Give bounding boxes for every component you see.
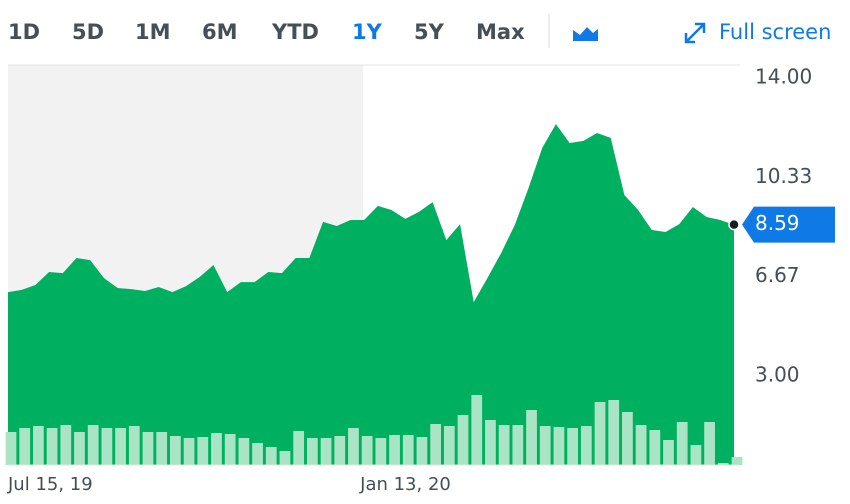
- y-tick-label: 14.00: [755, 65, 812, 89]
- volume-bar: [622, 412, 633, 465]
- full-screen-icon[interactable]: [684, 22, 706, 44]
- volume-bar: [457, 415, 469, 465]
- last-price-dot: [728, 218, 740, 231]
- volume-bar: [74, 432, 85, 465]
- volume-bar: [128, 426, 140, 465]
- y-tick-label: 6.67: [755, 263, 800, 287]
- volume-bar: [5, 432, 17, 465]
- range-tab[interactable]: 5D: [72, 20, 104, 44]
- range-tab[interactable]: Max: [476, 20, 525, 44]
- volume-bar: [238, 438, 250, 465]
- volume-bar: [211, 433, 222, 465]
- volume-bar: [539, 426, 551, 465]
- volume-bar: [19, 428, 31, 465]
- volume-bar: [526, 410, 537, 465]
- range-tab[interactable]: 1D: [8, 20, 40, 44]
- volume-bar: [334, 436, 346, 465]
- volume-bar: [635, 425, 647, 465]
- volume-bar: [512, 425, 524, 465]
- range-tab[interactable]: 6M: [202, 20, 238, 44]
- volume-bar: [33, 426, 44, 465]
- volume-bar: [348, 428, 359, 465]
- volume-bar: [252, 443, 263, 465]
- volume-bar: [704, 422, 715, 465]
- volume-bar: [594, 402, 606, 465]
- range-tab[interactable]: 1M: [135, 20, 171, 44]
- chart-type-icon[interactable]: [573, 27, 598, 41]
- volume-bar: [443, 426, 455, 465]
- volume-bar: [361, 436, 373, 465]
- volume-bar: [498, 425, 510, 465]
- x-tick-label: Jan 13, 20: [359, 474, 451, 495]
- volume-bar: [402, 435, 414, 465]
- full-screen-button[interactable]: Full screen: [719, 20, 831, 44]
- volume-bar: [553, 427, 565, 465]
- volume-bar: [375, 438, 387, 465]
- volume-bar: [197, 437, 209, 465]
- volume-bar: [156, 432, 168, 465]
- volume-bar: [320, 438, 332, 465]
- range-tab[interactable]: 5Y: [414, 20, 445, 44]
- price-tag: [742, 206, 835, 243]
- volume-bar: [169, 436, 181, 465]
- volume-bar: [101, 428, 113, 465]
- volume-bar: [306, 438, 318, 465]
- volume-bar: [224, 434, 236, 465]
- volume-bar: [580, 426, 592, 465]
- volume-bar: [389, 435, 400, 465]
- volume-bar: [608, 400, 620, 465]
- volume-bar: [731, 457, 743, 465]
- volume-bar: [471, 395, 483, 465]
- volume-bar: [46, 428, 58, 465]
- last-price-label: 8.59: [755, 211, 800, 235]
- volume-bar: [717, 463, 729, 465]
- range-tabs: 1D 5D 1M 6M YTD 1Y 5Y Max: [8, 20, 525, 44]
- volume-bar: [60, 425, 72, 465]
- price-area: [8, 124, 734, 466]
- volume-bar: [690, 445, 702, 465]
- range-tab[interactable]: YTD: [271, 20, 319, 44]
- volume-bar: [142, 432, 154, 465]
- volume-bar: [183, 438, 195, 465]
- volume-bar: [87, 425, 99, 465]
- volume-bar: [567, 428, 579, 465]
- y-tick-label: 3.00: [755, 363, 800, 387]
- volume-bar: [649, 430, 661, 465]
- volume-bar: [293, 431, 305, 465]
- volume-bar: [416, 437, 428, 465]
- range-tab[interactable]: 1Y: [352, 20, 383, 44]
- x-tick-label: Jul 15, 19: [7, 474, 93, 495]
- volume-bar: [265, 447, 277, 465]
- volume-bar: [663, 440, 674, 465]
- y-tick-label: 10.33: [755, 164, 812, 188]
- volume-bar: [485, 420, 496, 465]
- plot: 3.00 6.67 10.33 14.00 Jul 15, 19 Jan 13, 20 8.…: [5, 65, 835, 495]
- volume-bar: [676, 422, 688, 465]
- volume-bar: [430, 424, 442, 465]
- volume-bar: [115, 428, 126, 465]
- volume-bar: [279, 451, 291, 465]
